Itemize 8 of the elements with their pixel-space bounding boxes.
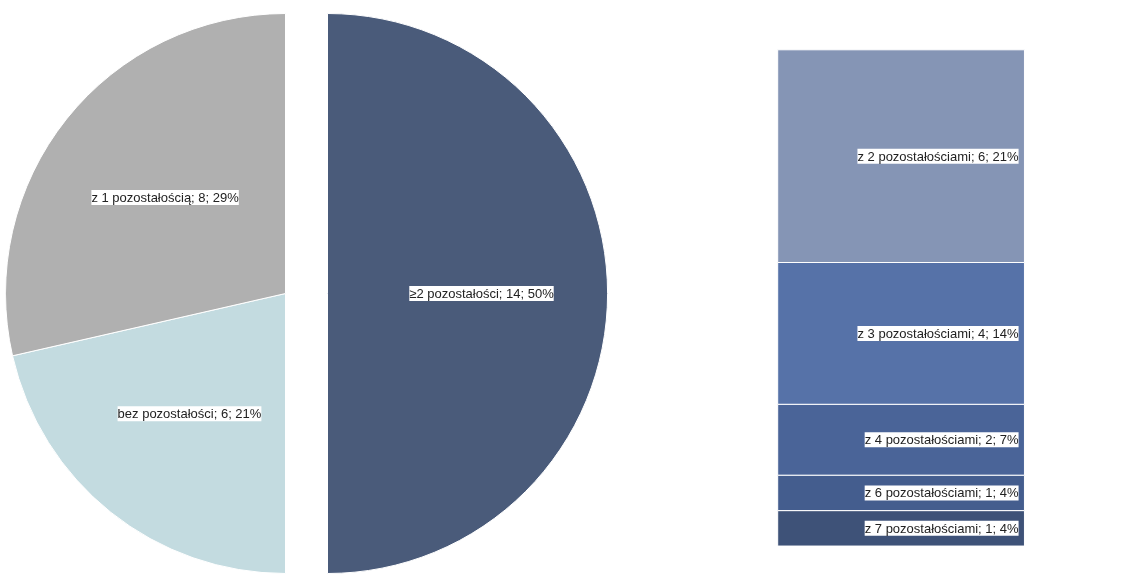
data-label: z 6 pozostałościami; 1; 4% bbox=[864, 485, 1020, 501]
data-label: z 2 pozostałościami; 6; 21% bbox=[857, 148, 1020, 164]
slice-label: bez pozostałości; 6; 21% bbox=[117, 406, 262, 422]
slice-label: ≥2 pozostałości; 14; 50% bbox=[409, 286, 555, 301]
data-label: z 3 pozostałościami; 4; 14% bbox=[857, 325, 1020, 341]
data-label: z 4 pozostałościami; 2; 7% bbox=[864, 432, 1020, 448]
data-label: z 7 pozostałościami; 1; 4% bbox=[864, 520, 1020, 536]
slice-label: z 1 pozostałością; 8; 29% bbox=[91, 190, 240, 206]
